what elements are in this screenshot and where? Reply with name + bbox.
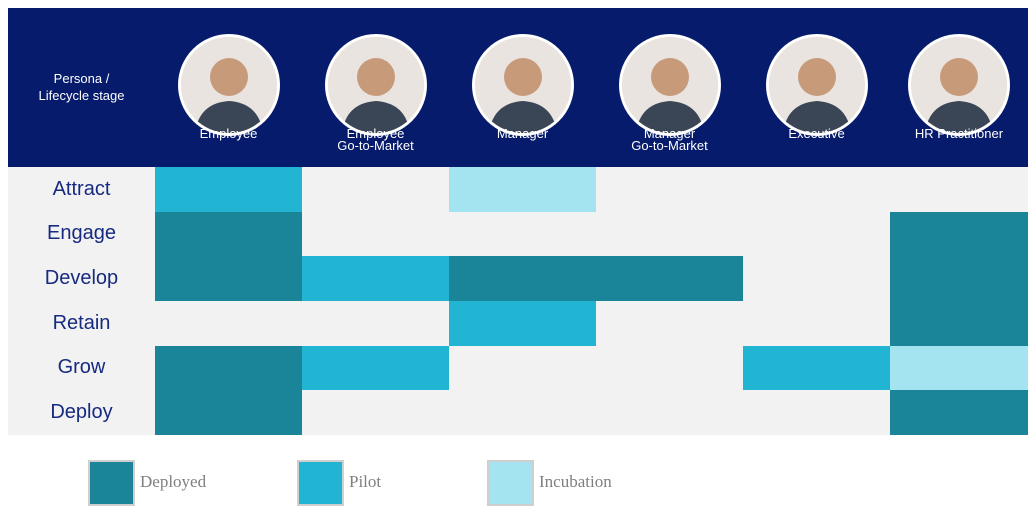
avatar [766,34,868,136]
status-cell [449,256,596,301]
row-label: Develop [8,256,155,301]
avatar-icon [181,37,277,133]
column-label: HR Practitioner [890,128,1028,140]
avatar [325,34,427,136]
avatar [472,34,574,136]
avatar-icon [911,37,1007,133]
avatar-icon [475,37,571,133]
status-cell [155,167,302,212]
avatar [619,34,721,136]
legend-swatch [88,460,135,506]
row-label: Attract [8,167,155,212]
legend-swatch [297,460,344,506]
avatar [178,34,280,136]
legend-label: Deployed [140,472,206,492]
legend-swatch [487,460,534,506]
column-label: Manager [449,128,596,140]
status-cell [302,346,449,391]
status-cell [155,390,302,435]
avatar-icon [622,37,718,133]
status-cell [890,346,1028,391]
status-cell [449,301,596,346]
column-label: Employee Go-to-Market [302,128,449,152]
status-cell [449,167,596,212]
status-cell [596,256,743,301]
avatar [908,34,1010,136]
status-cell [155,346,302,391]
column-label: Executive [743,128,890,140]
column-label: Manager Go-to-Market [596,128,743,152]
legend-label: Incubation [539,472,612,492]
persona-matrix: Persona / Lifecycle stage EmployeeEmploy… [0,0,1028,508]
status-cell [890,390,1028,435]
status-cell [155,256,302,301]
status-cell [155,212,302,257]
column-label: Employee [155,128,302,140]
row-label: Retain [8,301,155,346]
status-cell [302,256,449,301]
status-cell [743,346,890,391]
status-cell [890,256,1028,301]
status-cell [890,212,1028,257]
row-label: Deploy [8,390,155,435]
row-label: Grow [8,346,155,391]
row-label: Engage [8,212,155,257]
corner-label: Persona / Lifecycle stage [8,70,155,104]
legend-label: Pilot [349,472,381,492]
status-cell [890,301,1028,346]
avatar-icon [769,37,865,133]
avatar-icon [328,37,424,133]
